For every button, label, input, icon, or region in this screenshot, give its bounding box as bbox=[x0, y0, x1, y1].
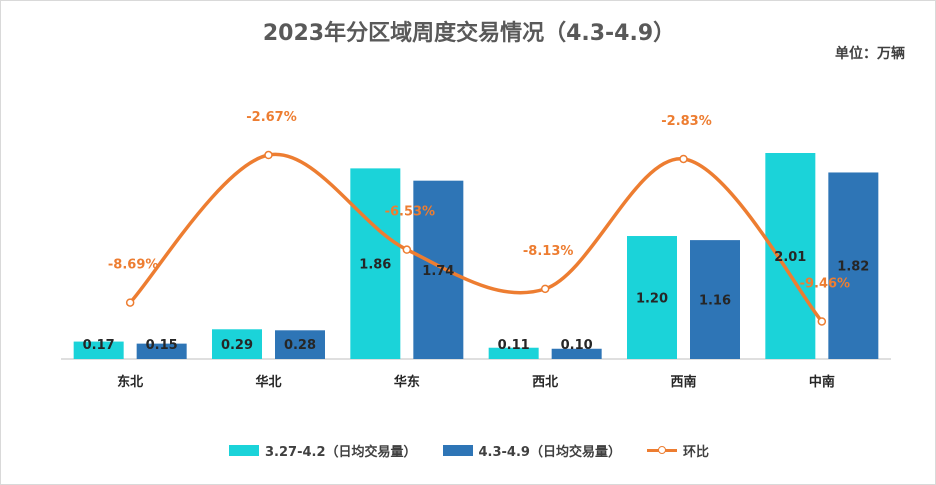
line-value-label-0: -8.69% bbox=[108, 258, 159, 273]
line-point-4[interactable] bbox=[679, 154, 688, 164]
unit-label: 单位：万辆 bbox=[835, 46, 905, 62]
line-point-5[interactable] bbox=[817, 317, 827, 326]
bar-value-label-series2-1: 0.28 bbox=[284, 338, 316, 353]
bar-series2-4[interactable] bbox=[690, 240, 740, 359]
bar-series2-1[interactable] bbox=[275, 330, 325, 359]
legend-label: 4.3-4.9（日均交易量） bbox=[478, 445, 621, 460]
x-tick-label-2: 华东 bbox=[394, 374, 420, 390]
line-series-huanbi bbox=[128, 152, 824, 323]
bar-series2-5[interactable] bbox=[828, 172, 879, 359]
legend-item-series2[interactable]: 4.3-4.9（日均交易量） bbox=[442, 441, 621, 460]
bar-series1-2[interactable] bbox=[350, 168, 401, 359]
bar-swatch-cyan-icon bbox=[229, 445, 259, 456]
line-point-2[interactable] bbox=[402, 245, 412, 254]
line-value-label-3: -8.13% bbox=[523, 244, 574, 259]
bar-series1-3[interactable] bbox=[488, 347, 539, 359]
line-value-label-1: -2.67% bbox=[246, 110, 297, 125]
bar-series2-3[interactable] bbox=[551, 348, 602, 359]
bar-value-label-series2-0: 0.15 bbox=[146, 338, 178, 353]
bar-value-label-series1-4: 1.20 bbox=[636, 292, 668, 307]
legend-item-series1[interactable]: 3.27-4.2（日均交易量） bbox=[229, 441, 417, 460]
bar-value-label-series2-5: 1.82 bbox=[837, 260, 869, 275]
legend-label: 环比 bbox=[682, 445, 709, 460]
line-value-label-2: -6.53% bbox=[385, 205, 436, 220]
legend-item-line[interactable]: 环比 bbox=[646, 441, 709, 460]
bar-series2-0[interactable] bbox=[136, 343, 187, 359]
x-tick-label-0: 东北 bbox=[117, 374, 143, 390]
bar-series1-4[interactable] bbox=[627, 236, 677, 359]
x-tick-label-4: 西南 bbox=[670, 374, 696, 390]
x-tick-label-5: 中南 bbox=[809, 374, 835, 390]
line-point-0[interactable] bbox=[125, 298, 135, 307]
bar-value-label-series1-2: 1.86 bbox=[359, 258, 391, 273]
bar-swatch-blue-icon bbox=[442, 445, 473, 456]
bar-series1-0[interactable] bbox=[73, 341, 124, 359]
bar-value-label-series1-0: 0.17 bbox=[83, 338, 115, 353]
chart-plot: 0.17 0.15 东北 0.29 0.28 华北 1.86 1.74 华东 0.11 0.10 西北… bbox=[61, 110, 891, 390]
bar-series1-5[interactable] bbox=[765, 153, 816, 359]
line-value-label-4: -2.83% bbox=[661, 114, 712, 129]
line-layer bbox=[125, 150, 827, 326]
chart-title: 2023年分区域周度交易情况（4.3-4.9） bbox=[262, 21, 676, 46]
bar-value-label-series1-1: 0.29 bbox=[221, 338, 253, 353]
bar-value-label-series2-2: 1.74 bbox=[422, 264, 454, 279]
bar-value-label-series1-5: 2.01 bbox=[774, 250, 806, 265]
line-marker-orange-icon bbox=[646, 445, 677, 456]
bars-layer bbox=[73, 153, 879, 359]
legend-label: 3.27-4.2（日均交易量） bbox=[265, 445, 417, 460]
legend: 3.27-4.2（日均交易量） 4.3-4.9（日均交易量） 环比 bbox=[1, 441, 936, 460]
x-tick-label-3: 西北 bbox=[532, 375, 558, 390]
x-tick-label-1: 华北 bbox=[255, 374, 281, 390]
bar-series2-2[interactable] bbox=[413, 180, 464, 359]
bar-value-label-series1-3: 0.11 bbox=[498, 338, 530, 353]
labels-layer: 0.17 0.15 东北 0.29 0.28 华北 1.86 1.74 华东 0.11 0.10 西北… bbox=[83, 110, 870, 390]
line-value-label-5: -9.46% bbox=[800, 276, 851, 291]
bar-series1-1[interactable] bbox=[212, 329, 262, 359]
line-point-1[interactable] bbox=[264, 150, 273, 160]
bar-value-label-series2-3: 0.10 bbox=[561, 338, 593, 353]
bar-value-label-series2-4: 1.16 bbox=[699, 294, 731, 309]
line-point-3[interactable] bbox=[540, 284, 550, 294]
